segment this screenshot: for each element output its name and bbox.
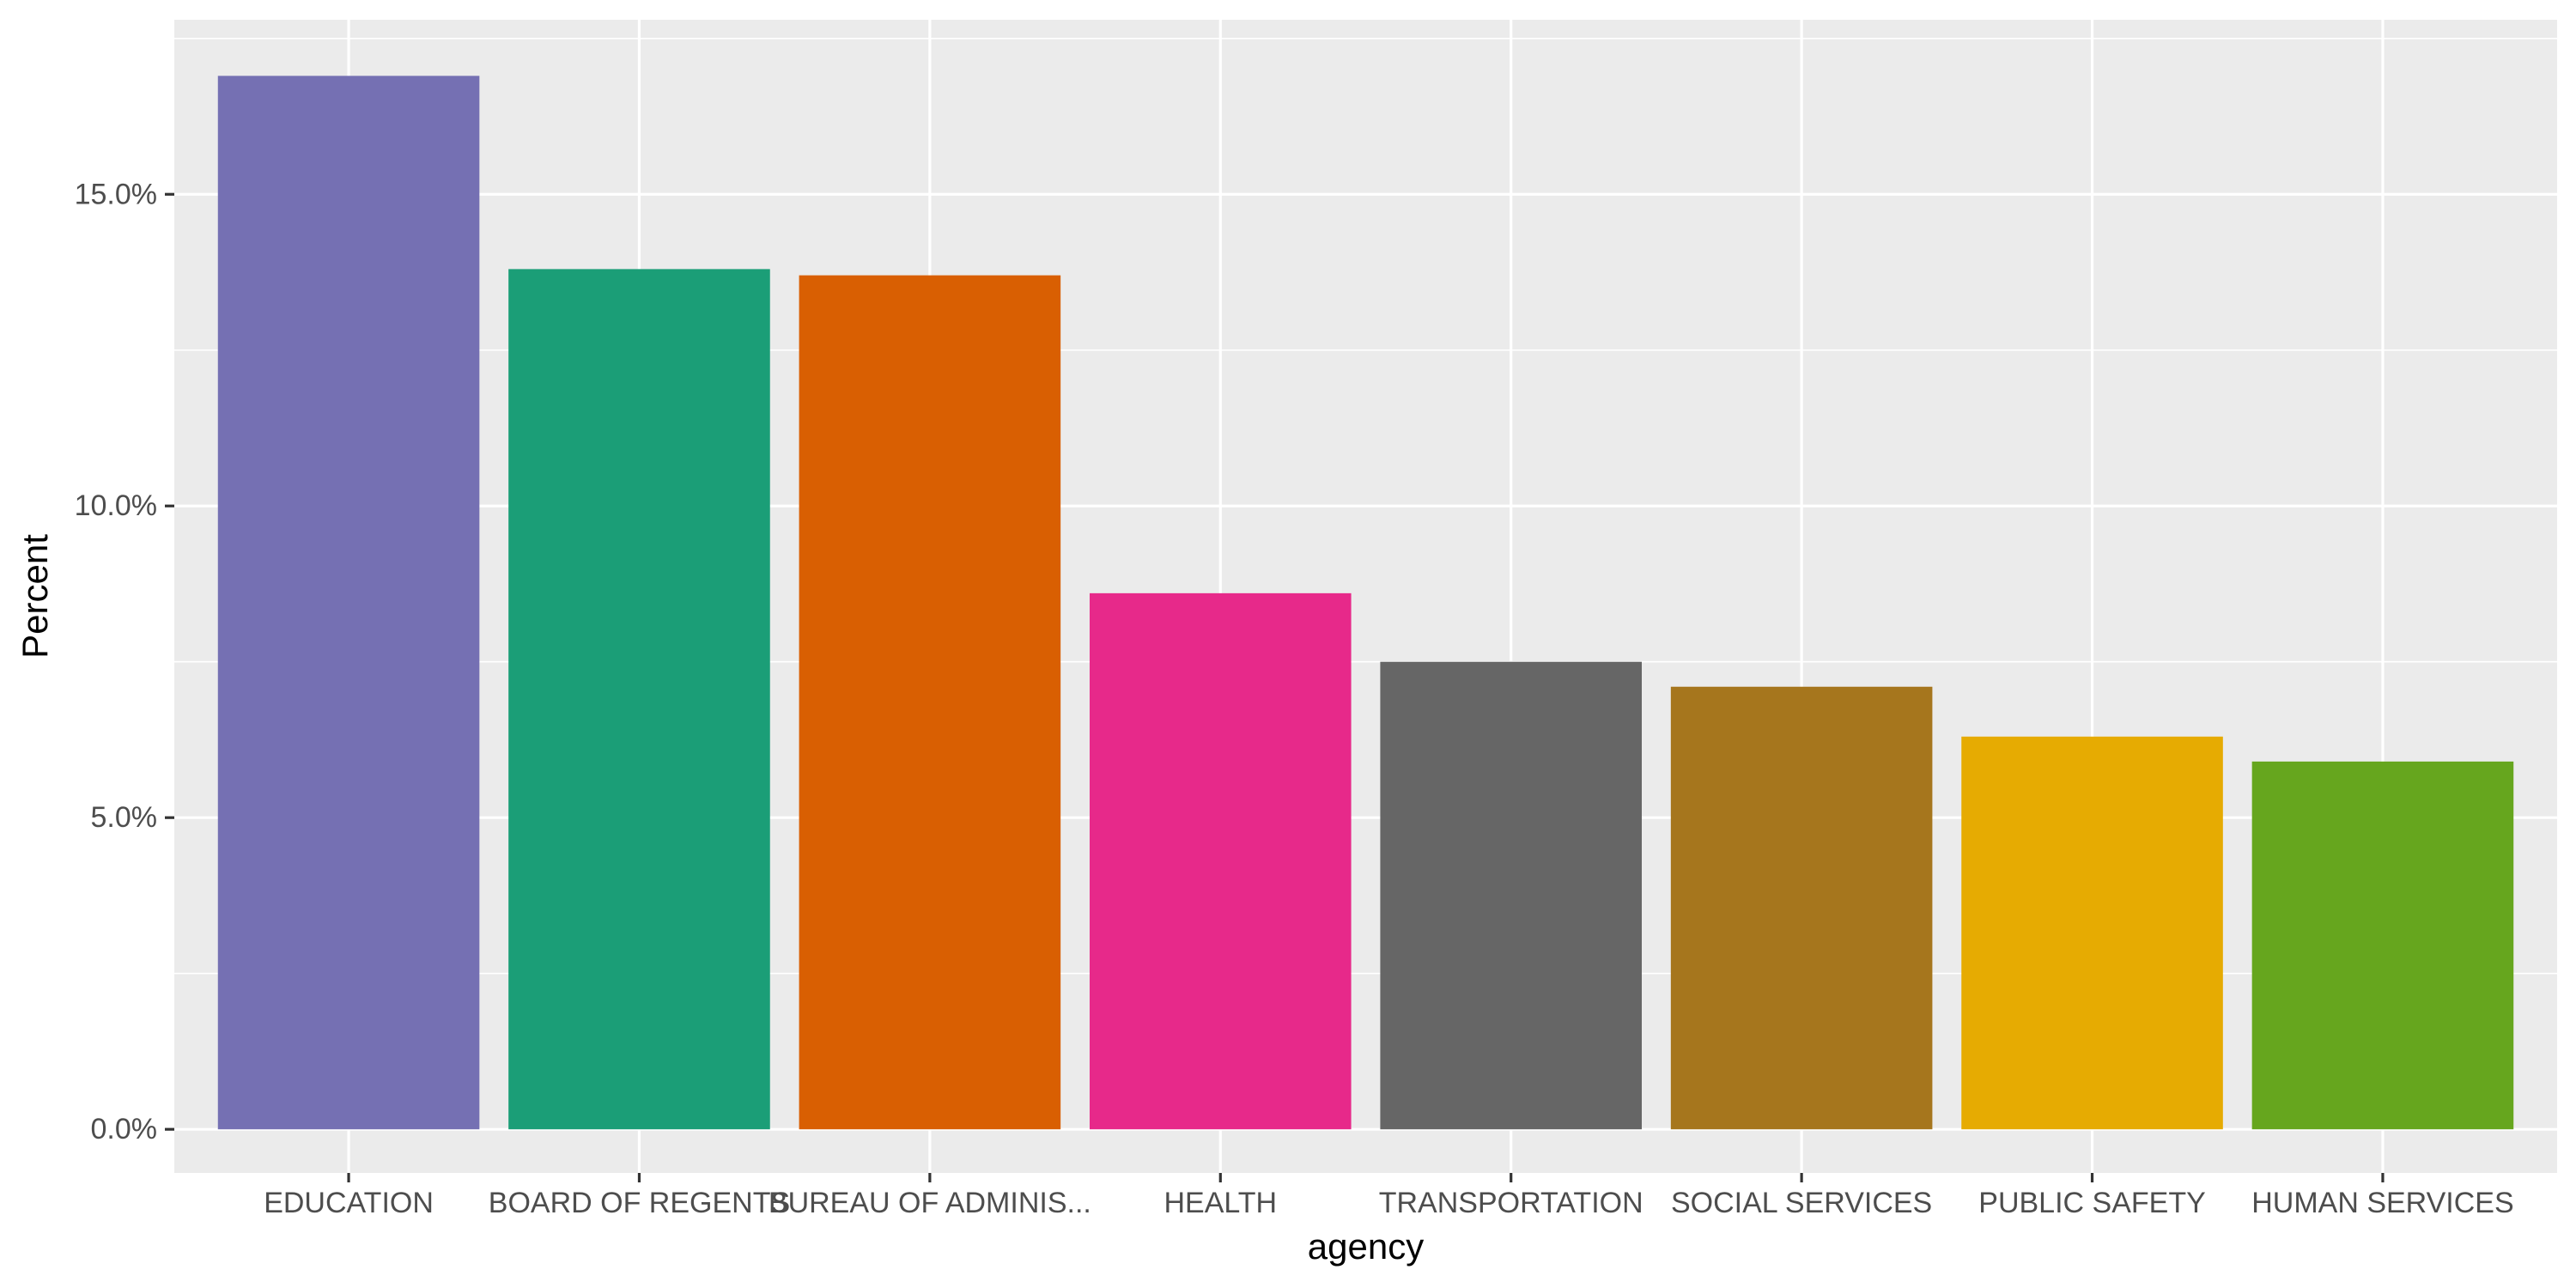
x-tick-label: BUREAU OF ADMINIS... (769, 1187, 1091, 1219)
bar (508, 269, 770, 1130)
x-tick-label: HEALTH (1163, 1187, 1277, 1219)
x-tick-label: BOARD OF REGENTS (489, 1187, 790, 1219)
y-axis-title: Percent (15, 534, 55, 659)
y-tick-label: 10.0% (75, 489, 157, 522)
bar (1961, 736, 2223, 1130)
bar (1670, 686, 1933, 1130)
y-tick-label: 0.0% (91, 1113, 158, 1145)
bar (2251, 761, 2514, 1130)
x-tick-label: PUBLIC SAFETY (1978, 1187, 2206, 1219)
y-tick-label: 15.0% (75, 178, 157, 210)
bar (217, 76, 480, 1130)
bar (1090, 592, 1352, 1130)
x-tick-label: HUMAN SERVICES (2251, 1187, 2513, 1219)
y-axis: 0.0% 5.0% 10.0% 15.0% (75, 178, 174, 1145)
y-tick-label: 5.0% (91, 801, 158, 834)
bars (217, 76, 2514, 1130)
x-tick-label: TRANSPORTATION (1379, 1187, 1643, 1219)
x-tick-label: EDUCATION (264, 1187, 434, 1219)
x-axis-title: agency (1308, 1226, 1424, 1267)
x-tick-label: SOCIAL SERVICES (1671, 1187, 1932, 1219)
bar (799, 275, 1061, 1130)
bar (1380, 661, 1642, 1130)
